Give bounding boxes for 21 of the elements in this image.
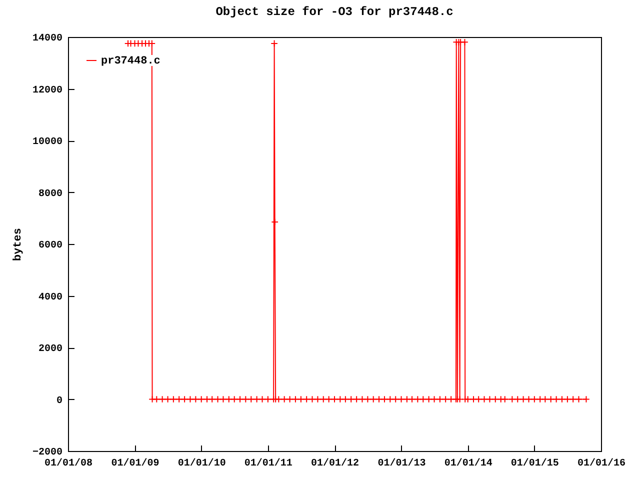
x-tick-label: 01/01/09	[111, 458, 160, 470]
y-tick-label: −2000	[32, 448, 62, 458]
y-axis-title: bytes	[12, 228, 24, 262]
x-tick-label: 01/01/12	[310, 458, 360, 470]
x-tick-label: 01/01/10	[178, 458, 226, 470]
x-tick-label: 01/01/16	[577, 458, 626, 470]
x-tick-label: 01/01/15	[510, 458, 559, 470]
chart-title: Object size for -O3 for pr37448.c	[216, 5, 454, 19]
y-tick-label: 8000	[38, 188, 62, 200]
y-tick-label: 6000	[38, 240, 62, 252]
y-tick-label: 12000	[32, 85, 62, 96]
legend-label: pr37448.c	[101, 56, 160, 68]
x-tick-label: 01/01/14	[444, 458, 492, 470]
x-tick-label: 01/01/13	[378, 458, 426, 470]
y-tick-label: 4000	[38, 292, 62, 304]
y-tick-label: 0	[56, 396, 62, 407]
y-tick-label: 10000	[32, 137, 62, 148]
y-tick-label: 14000	[32, 34, 62, 44]
x-tick-label: 01/01/08	[44, 458, 93, 470]
x-tick-label: 01/01/11	[244, 458, 292, 470]
y-tick-label: 2000	[38, 344, 62, 355]
